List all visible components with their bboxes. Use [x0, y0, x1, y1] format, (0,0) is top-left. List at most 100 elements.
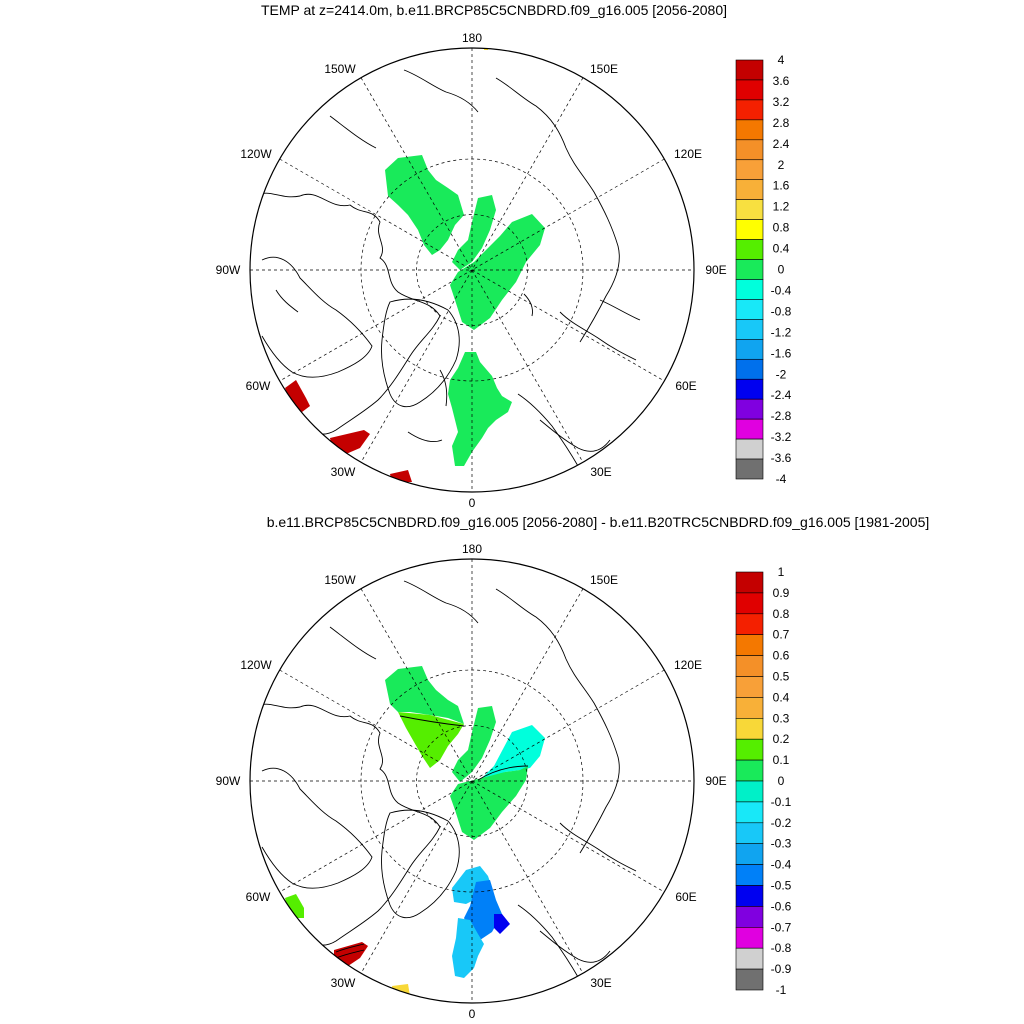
colorbar-swatch — [735, 571, 764, 594]
colorbar-swatch — [735, 885, 764, 907]
colorbar-tick-label: -3.6 — [771, 451, 792, 465]
colorbar-tick-label: 0 — [778, 263, 785, 277]
panel2-colorbar: 1 0.9 0.8 0.7 0.6 0.5 0.4 0.3 0.2 0.1 0 -0.1 -0.2 -0.… — [735, 565, 792, 997]
panel2-lon-label: 120W — [240, 658, 272, 672]
panel2-region-fram-core — [464, 880, 502, 940]
panel1-lon-label: 30E — [590, 465, 611, 479]
panel2-region-greenland-lower — [452, 918, 484, 978]
colorbar-swatch — [735, 299, 764, 320]
panel2-lon-label: 30E — [590, 976, 611, 990]
colorbar-swatch — [735, 139, 764, 161]
colorbar-tick-label: 0.3 — [773, 711, 790, 725]
panel1-region-labrador — [285, 380, 310, 412]
panel2-region-atlantic-low — [392, 984, 410, 996]
colorbar-swatch — [735, 179, 764, 200]
colorbar-swatch — [735, 279, 764, 300]
colorbar-tick-label: -2 — [776, 367, 787, 381]
panel2-region-laptev — [450, 766, 528, 840]
colorbar-tick-label: -2.4 — [771, 388, 792, 402]
colorbar-tick-label: 0.9 — [773, 586, 790, 600]
panel1-lon-label: 90E — [705, 263, 726, 277]
colorbar-tick-label: -0.4 — [771, 858, 792, 872]
colorbar-tick-label: -0.7 — [771, 920, 792, 934]
colorbar-swatch — [735, 822, 764, 844]
colorbar-swatch — [735, 119, 764, 141]
colorbar-tick-label: 2.4 — [773, 137, 790, 151]
panel2-title: b.e11.BRCP85C5CNBDRD.f09_g16.005 [2056-2… — [267, 514, 930, 530]
colorbar-tick-label: -0.8 — [771, 941, 792, 955]
colorbar-tick-label: -0.5 — [771, 879, 792, 893]
colorbar-swatch — [735, 319, 764, 340]
colorbar-swatch — [735, 780, 764, 803]
colorbar-tick-label: -0.8 — [771, 304, 792, 318]
panel2-lon-label: 0 — [469, 1007, 476, 1021]
colorbar-swatch — [735, 634, 764, 656]
colorbar-tick-label: 0.2 — [773, 732, 790, 746]
panel1-region-canadian-arctic — [385, 155, 464, 255]
panel1-lon-label: 120E — [674, 147, 702, 161]
panel2-lon-label: 150E — [590, 573, 618, 587]
colorbar-tick-label: 0.4 — [773, 690, 790, 704]
panel1-coastlines — [254, 69, 641, 492]
panel1-region-laptev — [450, 214, 545, 330]
colorbar-tick-label: 0.5 — [773, 670, 790, 684]
colorbar-tick-label: -0.4 — [771, 283, 792, 297]
colorbar-swatch — [735, 219, 764, 240]
colorbar-swatch — [735, 239, 764, 260]
panel1-lon-label: 150W — [324, 62, 356, 76]
colorbar-swatch — [735, 843, 764, 865]
colorbar-swatch — [735, 697, 764, 719]
colorbar-tick-label: 0.7 — [773, 628, 790, 642]
panel1-colorbar: 4 3.6 3.2 2.8 2.4 2 1.6 1.2 0.8 0.4 0 -0.4 -0.8 -1.2 -… — [735, 53, 792, 486]
panel1-boundary-circle — [249, 47, 695, 493]
colorbar-tick-label: 2 — [778, 158, 785, 172]
colorbar-tick-label: 0.6 — [773, 649, 790, 663]
colorbar-tick-label: 1.2 — [773, 200, 790, 214]
colorbar-tick-label: 1.6 — [773, 179, 790, 193]
colorbar-swatch — [735, 613, 764, 635]
panel1-lon-label: 180 — [462, 31, 482, 45]
panel2-lon-label: 60W — [246, 890, 271, 904]
colorbar-tick-label: 0.8 — [773, 607, 790, 621]
panel2-gridlines — [250, 559, 694, 1003]
panel2-region-canadian-upper — [385, 666, 464, 724]
panel2-lon-label: 90E — [705, 774, 726, 788]
colorbar-tick-label: 0 — [778, 774, 785, 788]
panel2-lon-label: 60E — [675, 890, 696, 904]
panel2-region-barents — [494, 914, 510, 934]
colorbar-tick-label: -1 — [776, 983, 787, 997]
panel1-lon-label: 60W — [246, 379, 271, 393]
panel2-region-central-ridge — [452, 706, 496, 782]
panel2-lon-label: 150W — [324, 573, 356, 587]
colorbar-swatch — [735, 906, 764, 928]
panel2-region-canadian-lower — [398, 712, 464, 768]
panel2-lon-label: 90W — [216, 774, 241, 788]
colorbar-swatch — [735, 676, 764, 698]
colorbar-tick-label: 0.4 — [773, 242, 790, 256]
colorbar-tick-label: -0.6 — [771, 899, 792, 913]
colorbar-swatch — [735, 199, 764, 220]
panel1-lon-label: 30W — [331, 465, 356, 479]
colorbar-swatch — [735, 358, 764, 380]
colorbar-swatch — [735, 926, 764, 949]
panel2-lon-label: 30W — [331, 976, 356, 990]
panel2-lon-label: 180 — [462, 542, 482, 556]
colorbar-tick-label: 1 — [778, 565, 785, 579]
panel2-coastlines — [254, 580, 637, 1003]
colorbar-swatch — [735, 864, 764, 886]
panel1-lon-label: 90W — [216, 263, 241, 277]
panel1-lon-label: 0 — [469, 496, 476, 510]
colorbar-swatch — [735, 79, 764, 101]
colorbar-tick-label: 2.8 — [773, 116, 790, 130]
colorbar-swatch — [735, 738, 764, 761]
colorbar-swatch — [735, 339, 764, 360]
colorbar-tick-label: -3.2 — [771, 430, 792, 444]
colorbar-swatch — [735, 655, 764, 677]
colorbar-swatch — [735, 418, 764, 440]
colorbar-swatch — [735, 717, 764, 740]
colorbar-swatch — [735, 159, 764, 181]
colorbar-swatch — [735, 99, 764, 121]
panel2-region-atlantic — [334, 942, 368, 966]
colorbar-tick-label: -4 — [776, 472, 787, 486]
panel1-map: 180 150E 120E 90E 60E 30E 0 30W 60W 90W … — [216, 31, 727, 510]
